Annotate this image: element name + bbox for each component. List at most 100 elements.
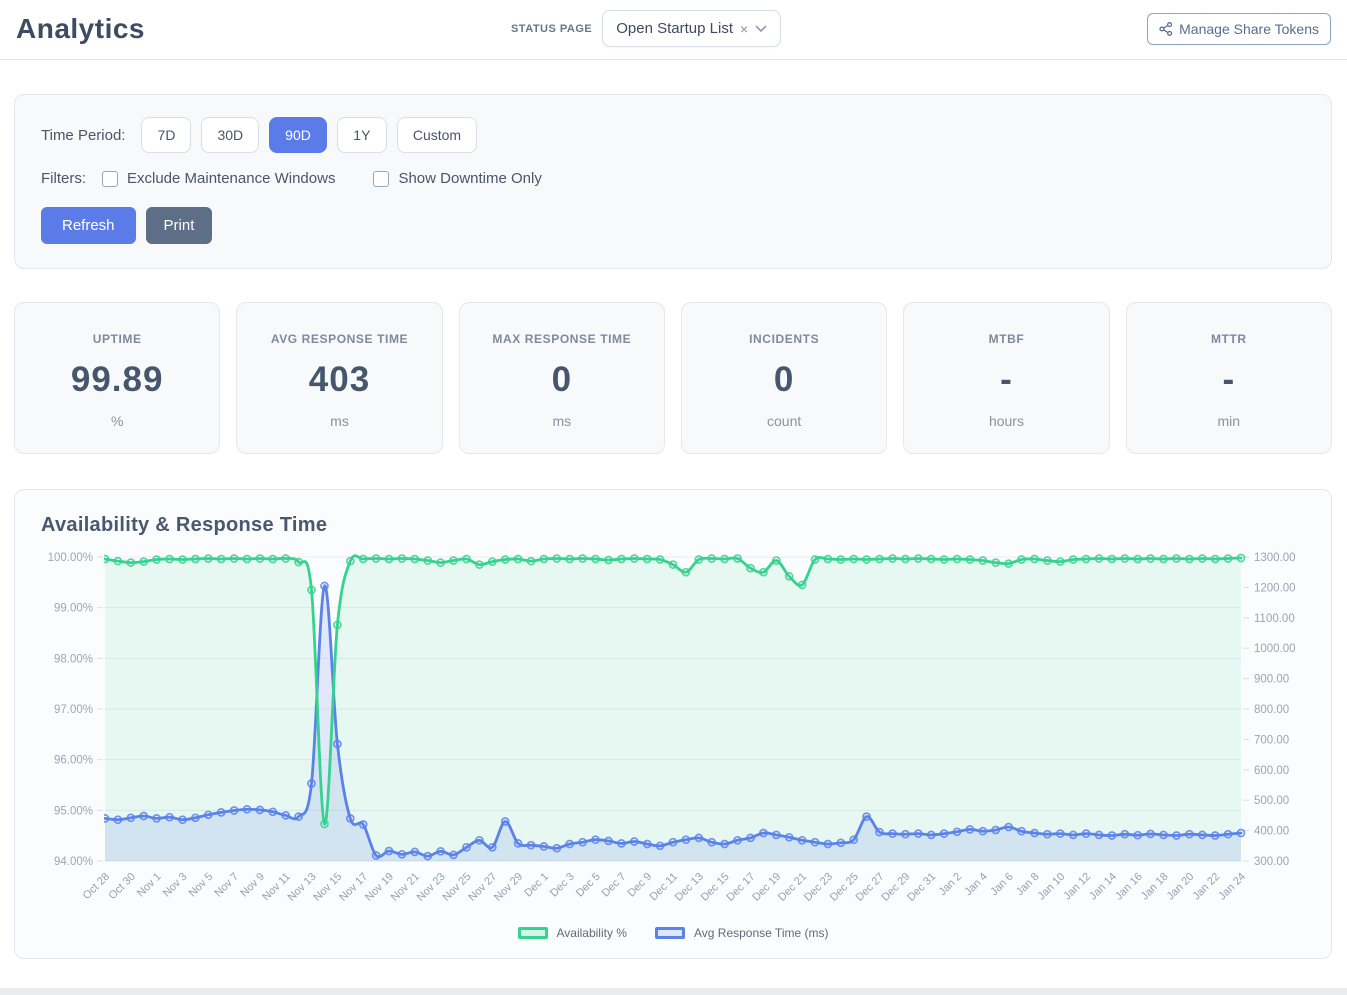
svg-text:1000.00: 1000.00 bbox=[1254, 643, 1296, 655]
svg-text:Nov 3: Nov 3 bbox=[161, 871, 190, 900]
filter-checkbox-item[interactable]: Show Downtime Only bbox=[373, 170, 542, 187]
stat-card-value: 403 bbox=[308, 360, 371, 399]
svg-text:300.00: 300.00 bbox=[1254, 856, 1289, 868]
filter-checkbox-group: Exclude Maintenance Windows Show Downtime… bbox=[102, 170, 580, 187]
svg-text:1200.00: 1200.00 bbox=[1254, 582, 1296, 594]
stat-card-unit: ms bbox=[552, 413, 572, 429]
svg-text:1100.00: 1100.00 bbox=[1254, 613, 1295, 625]
legend-swatch-icon bbox=[654, 927, 685, 939]
legend-label: Availability % bbox=[556, 926, 627, 940]
svg-text:800.00: 800.00 bbox=[1254, 704, 1289, 716]
svg-text:Nov 1: Nov 1 bbox=[135, 871, 164, 900]
svg-text:95.00%: 95.00% bbox=[54, 805, 93, 817]
stat-card-value: 0 bbox=[773, 360, 795, 399]
time-period-button-group: 7D 30D 90D 1Y Custom bbox=[141, 117, 478, 153]
stat-card-value: - bbox=[1000, 360, 1013, 399]
time-period-button-30d[interactable]: 30D bbox=[201, 117, 260, 153]
share-icon bbox=[1159, 21, 1173, 36]
refresh-button[interactable]: Refresh bbox=[41, 207, 136, 244]
clear-selection-icon[interactable]: × bbox=[739, 20, 749, 37]
legend-swatch-icon bbox=[517, 927, 548, 939]
print-button[interactable]: Print bbox=[145, 207, 213, 244]
svg-text:Dec 3: Dec 3 bbox=[548, 871, 577, 900]
stat-card-unit: ms bbox=[330, 413, 349, 429]
filter-panel: Time Period: 7D 30D 90D 1Y Custom Filters: E… bbox=[14, 94, 1332, 269]
stat-card-max-response-time: MAX RESPONSE TIME 0 ms bbox=[458, 302, 665, 454]
status-page-label: STATUS PAGE bbox=[510, 22, 593, 35]
checkbox-unchecked[interactable] bbox=[102, 170, 118, 187]
svg-text:96.00%: 96.00% bbox=[54, 755, 93, 767]
availability-response-chart: 100.00% 99.00% 98.00% 97.00% 96.00% 95.00% 94.… bbox=[41, 549, 1305, 926]
checkbox-unchecked[interactable] bbox=[373, 170, 390, 187]
time-period-button-7d[interactable]: 7D bbox=[141, 117, 192, 153]
stat-card-unit: min bbox=[1217, 413, 1241, 429]
time-period-button-custom[interactable]: Custom bbox=[396, 117, 478, 153]
stat-card-label: MAX RESPONSE TIME bbox=[492, 332, 632, 346]
legend-item-availability-[interactable]: Availability % bbox=[517, 926, 627, 940]
svg-text:400.00: 400.00 bbox=[1254, 826, 1289, 838]
checkbox-label: Exclude Maintenance Windows bbox=[127, 170, 336, 187]
svg-text:500.00: 500.00 bbox=[1254, 795, 1289, 807]
stat-card-avg-response-time: AVG RESPONSE TIME 403 ms bbox=[236, 302, 443, 454]
svg-text:Jan 22: Jan 22 bbox=[1190, 871, 1222, 903]
svg-text:99.00%: 99.00% bbox=[54, 603, 93, 615]
page-header: Analytics STATUS PAGE Open Startup List … bbox=[0, 0, 1347, 59]
svg-text:98.00%: 98.00% bbox=[54, 653, 93, 665]
time-period-label: Time Period: bbox=[41, 126, 126, 144]
stat-card-value: 0 bbox=[551, 360, 573, 399]
svg-text:Oct 28: Oct 28 bbox=[81, 871, 112, 902]
chart-panel: Availability & Response Time 100.00% 99.0… bbox=[14, 489, 1332, 959]
stat-card-mttr: MTTR - min bbox=[1125, 302, 1332, 454]
svg-text:Jan 2: Jan 2 bbox=[937, 871, 965, 899]
page-footer-strip bbox=[0, 988, 1347, 995]
svg-text:Nov 7: Nov 7 bbox=[212, 871, 241, 900]
chart-canvas: 100.00% 99.00% 98.00% 97.00% 96.00% 95.00% 94.… bbox=[48, 552, 1296, 904]
time-period-button-1y[interactable]: 1Y bbox=[336, 117, 387, 153]
stat-card-value: 99.89 bbox=[70, 360, 164, 399]
svg-text:Jan 6: Jan 6 bbox=[988, 871, 1016, 899]
chevron-down-icon bbox=[755, 25, 767, 32]
status-page-selected-value: Open Startup List bbox=[616, 20, 733, 37]
filters-label: Filters: bbox=[41, 170, 86, 187]
svg-text:Jan 20: Jan 20 bbox=[1165, 871, 1197, 903]
svg-text:Nov 5: Nov 5 bbox=[187, 871, 216, 900]
svg-text:900.00: 900.00 bbox=[1254, 674, 1289, 686]
stat-cards-row: UPTIME 99.89% AVG RESPONSE TIME 403 ms MAX RE… bbox=[14, 302, 1332, 454]
chart-legend: Availability % Avg Response Time (ms) bbox=[41, 926, 1305, 946]
manage-share-tokens-label: Manage Share Tokens bbox=[1179, 20, 1319, 37]
svg-text:Dec 31: Dec 31 bbox=[905, 871, 938, 904]
header-divider bbox=[0, 59, 1347, 60]
filter-checkbox-item[interactable]: Exclude Maintenance Windows bbox=[102, 170, 335, 187]
manage-share-tokens-button[interactable]: Manage Share Tokens bbox=[1147, 12, 1331, 45]
svg-text:Jan 24: Jan 24 bbox=[1216, 871, 1248, 903]
legend-label: Avg Response Time (ms) bbox=[693, 926, 829, 940]
svg-text:Oct 30: Oct 30 bbox=[107, 871, 138, 902]
stat-card-incidents: INCIDENTS 0 count bbox=[680, 302, 888, 454]
time-period-button-90d[interactable]: 90D bbox=[269, 117, 327, 153]
svg-text:1300.00: 1300.00 bbox=[1254, 552, 1296, 564]
stat-card-label: UPTIME bbox=[92, 332, 142, 346]
svg-text:Jan 10: Jan 10 bbox=[1036, 871, 1068, 903]
svg-text:Jan 14: Jan 14 bbox=[1087, 871, 1119, 903]
checkbox-label: Show Downtime Only bbox=[398, 170, 542, 187]
svg-text:Dec 5: Dec 5 bbox=[574, 871, 603, 900]
svg-text:94.00%: 94.00% bbox=[54, 856, 93, 868]
stat-card-label: INCIDENTS bbox=[749, 332, 820, 346]
stat-card-mtbf: MTBF - hours bbox=[903, 302, 1110, 454]
svg-text:Jan 4: Jan 4 bbox=[962, 871, 990, 899]
svg-text:Jan 12: Jan 12 bbox=[1061, 871, 1093, 903]
status-page-select[interactable]: Open Startup List × bbox=[602, 10, 782, 47]
svg-text:700.00: 700.00 bbox=[1254, 734, 1289, 746]
stat-card-label: MTBF bbox=[988, 332, 1025, 346]
legend-item-avg-response-time-ms-[interactable]: Avg Response Time (ms) bbox=[654, 926, 829, 940]
svg-text:Dec 7: Dec 7 bbox=[600, 871, 629, 900]
svg-text:600.00: 600.00 bbox=[1254, 765, 1289, 777]
svg-text:Nov 29: Nov 29 bbox=[492, 871, 525, 904]
stat-card-label: MTTR bbox=[1210, 332, 1247, 346]
svg-text:Jan 18: Jan 18 bbox=[1139, 871, 1171, 903]
page-title: Analytics bbox=[16, 12, 145, 44]
stat-card-unit: count bbox=[767, 413, 802, 429]
stat-card-unit: hours bbox=[988, 413, 1024, 429]
svg-text:Dec 1: Dec 1 bbox=[522, 871, 551, 900]
stat-card-label: AVG RESPONSE TIME bbox=[270, 332, 409, 346]
